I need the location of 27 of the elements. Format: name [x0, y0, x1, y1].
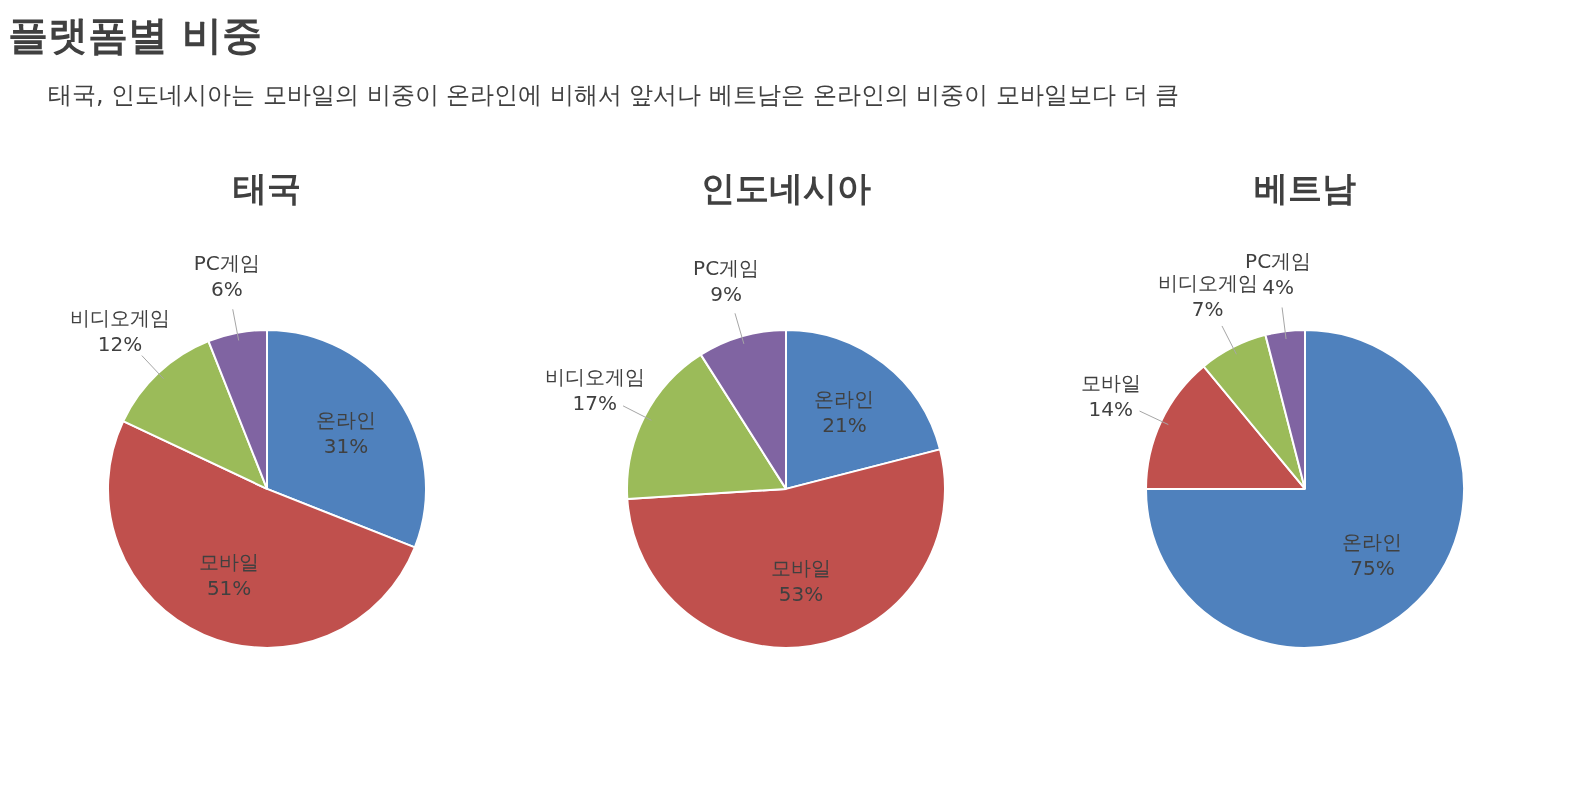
slice-label: 비디오게임 — [70, 305, 171, 330]
data-label: 12% — [98, 331, 143, 356]
slice-label: 비디오게임 — [544, 364, 645, 389]
data-label: 31% — [324, 434, 369, 459]
data-label: 75% — [1349, 555, 1395, 580]
data-label: 51% — [207, 575, 252, 600]
slice-label: 모바일 — [199, 549, 260, 574]
chart-title: 인도네시아 — [700, 168, 871, 209]
slice-label: 온라인 — [814, 386, 875, 411]
slice-label: 온라인 — [1342, 529, 1403, 554]
slice-label: 모바일 — [1080, 370, 1141, 395]
data-label: 9% — [710, 281, 742, 306]
chart-title: 태국 — [233, 168, 302, 209]
data-label: 14% — [1088, 396, 1133, 421]
chart-title: 베트남 — [1253, 168, 1356, 209]
data-label: 53% — [778, 582, 824, 607]
data-label: 7% — [1191, 296, 1224, 321]
data-label: 4% — [1261, 275, 1294, 300]
slice-label: PC게임 — [194, 251, 261, 276]
text: 태국, 인도네시아는 모바일의 비중이 온라인에 비해서 앞서나 베트남은 온라인의 비중이 모바일보다 더 큼 — [48, 80, 1181, 111]
data-label: 6% — [211, 277, 243, 302]
slice-label: PC게임 — [693, 255, 760, 280]
slice-label: 온라인 — [316, 408, 377, 433]
slice-label: 모바일 — [770, 556, 831, 581]
data-label: 17% — [572, 390, 617, 415]
text: 플랫폼별 비중 — [8, 11, 263, 60]
data-label: 21% — [822, 412, 867, 437]
